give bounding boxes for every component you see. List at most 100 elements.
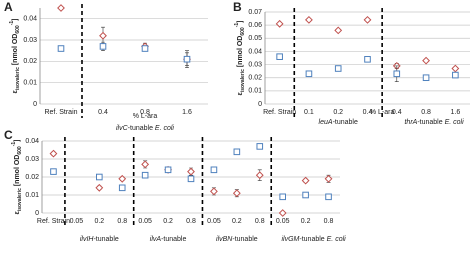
label-part: -tunable [161,236,186,243]
x-tick-label: 0.05 [138,218,152,225]
x-tick-label: 0.8 [186,218,196,225]
y-tick-label: 0 [35,210,39,217]
marker [256,143,264,150]
label-part: [nmol OD [237,36,244,69]
label-part: 600 [17,146,23,155]
x-tick-label: 0.8 [324,218,334,225]
y-axis-label: εisovaleric [nmol OD600-1] [11,140,23,215]
label-part: -tunable [417,119,444,126]
marker [451,64,460,73]
label-part: E. coli [155,125,175,132]
marker [279,193,286,201]
group-label: ilvGM-tunable E. coli [282,236,347,243]
y-tick-label: 0.04 [248,48,262,55]
marker [57,4,65,12]
x-tick-label: 0.8 [255,218,265,225]
y-tick-label: 0.05 [248,35,262,42]
group-label: ilvA-tunable [150,236,187,243]
x-tick-label: Ref. Strain [37,218,70,225]
y-tick-label: 0.04 [23,16,37,23]
x-axis-label: % L-ara [370,109,395,116]
label-part: leuA [319,119,333,126]
marker [57,45,65,52]
x-tick-label: 1.6 [450,109,460,116]
marker [393,70,401,78]
x-tick-label: 0.2 [301,218,311,225]
label-part: -tunable [333,119,358,126]
marker [183,55,191,63]
marker [278,209,287,217]
label-part: 600 [240,27,246,36]
marker [452,71,459,79]
marker [99,43,107,50]
x-tick-label: 0.2 [94,218,104,225]
y-tick-label: 0 [258,101,262,108]
marker [255,171,264,180]
label-part: isovaleric [240,69,246,92]
label-part: ε [14,211,21,215]
marker [422,74,430,82]
marker [49,149,58,158]
x-tick-label: 1.6 [182,109,192,116]
label-part: thrA [404,119,417,126]
x-tick-label: 0.8 [117,218,127,225]
marker [164,166,172,174]
y-tick-label: 0.03 [25,156,39,163]
label-part: ] [12,19,19,21]
marker [141,45,149,52]
label-part: isovaleric [17,188,23,211]
x-tick-label: 0.05 [70,218,84,225]
label-part: -tunable [232,236,257,243]
marker [187,167,195,176]
x-tick-label: 0.05 [276,218,290,225]
x-tick-label: Ref. Strain [44,109,77,116]
group-label: ilvIH-tunable [80,236,119,243]
label-part: -1 [234,23,240,28]
x-tick-label: 0.1 [304,109,314,116]
marker [99,31,107,40]
marker [210,187,218,196]
y-tick-label: 0.01 [23,80,37,87]
x-tick-label: 0.2 [163,218,173,225]
y-tick-label: 0.07 [248,9,262,16]
y-axis-label: εisovaleric [nmol OD600-1] [234,21,246,96]
marker [302,191,309,199]
label-part: ilvC [116,125,129,132]
marker [364,56,371,63]
label-part: ilvGM [282,236,300,243]
y-tick-label: 0.01 [25,192,39,199]
label-part: ] [14,140,21,142]
group-label: ilvBN-tunable [216,236,258,243]
label-part: -1 [9,21,15,26]
y-tick-label: 0.02 [25,174,39,181]
label-part: E. coli [327,236,347,243]
label-part: [nmol OD [14,155,21,188]
label-part: -tunable [93,236,118,243]
x-tick-label: 0.8 [140,109,150,116]
y-tick-label: 0.01 [248,88,262,95]
label-part: -tunable [299,236,326,243]
marker [233,148,241,156]
marker [210,166,218,174]
marker [334,26,343,35]
y-tick-label: 0.03 [248,61,262,68]
x-tick-label: 0.4 [98,109,108,116]
group-label: thrA-tunable E. coli [404,119,464,126]
marker [325,193,332,201]
marker [141,171,149,179]
marker [187,175,195,183]
label-part: ilvBN [216,236,233,243]
marker [363,15,372,24]
label-part: ε [12,90,19,94]
x-tick-label: Ref. Strain [263,109,296,116]
y-axis-label: εisovaleric [nmol OD600-1] [9,19,21,94]
marker [96,173,103,181]
marker [305,15,313,24]
label-part: ε [237,92,244,96]
label-part: ilvIH [80,236,95,243]
label-part: 600 [15,25,21,34]
marker [301,176,310,185]
marker [118,174,127,183]
y-tick-label: 0.02 [23,58,37,65]
group-label: ilvC-tunable E. coli [116,125,174,132]
